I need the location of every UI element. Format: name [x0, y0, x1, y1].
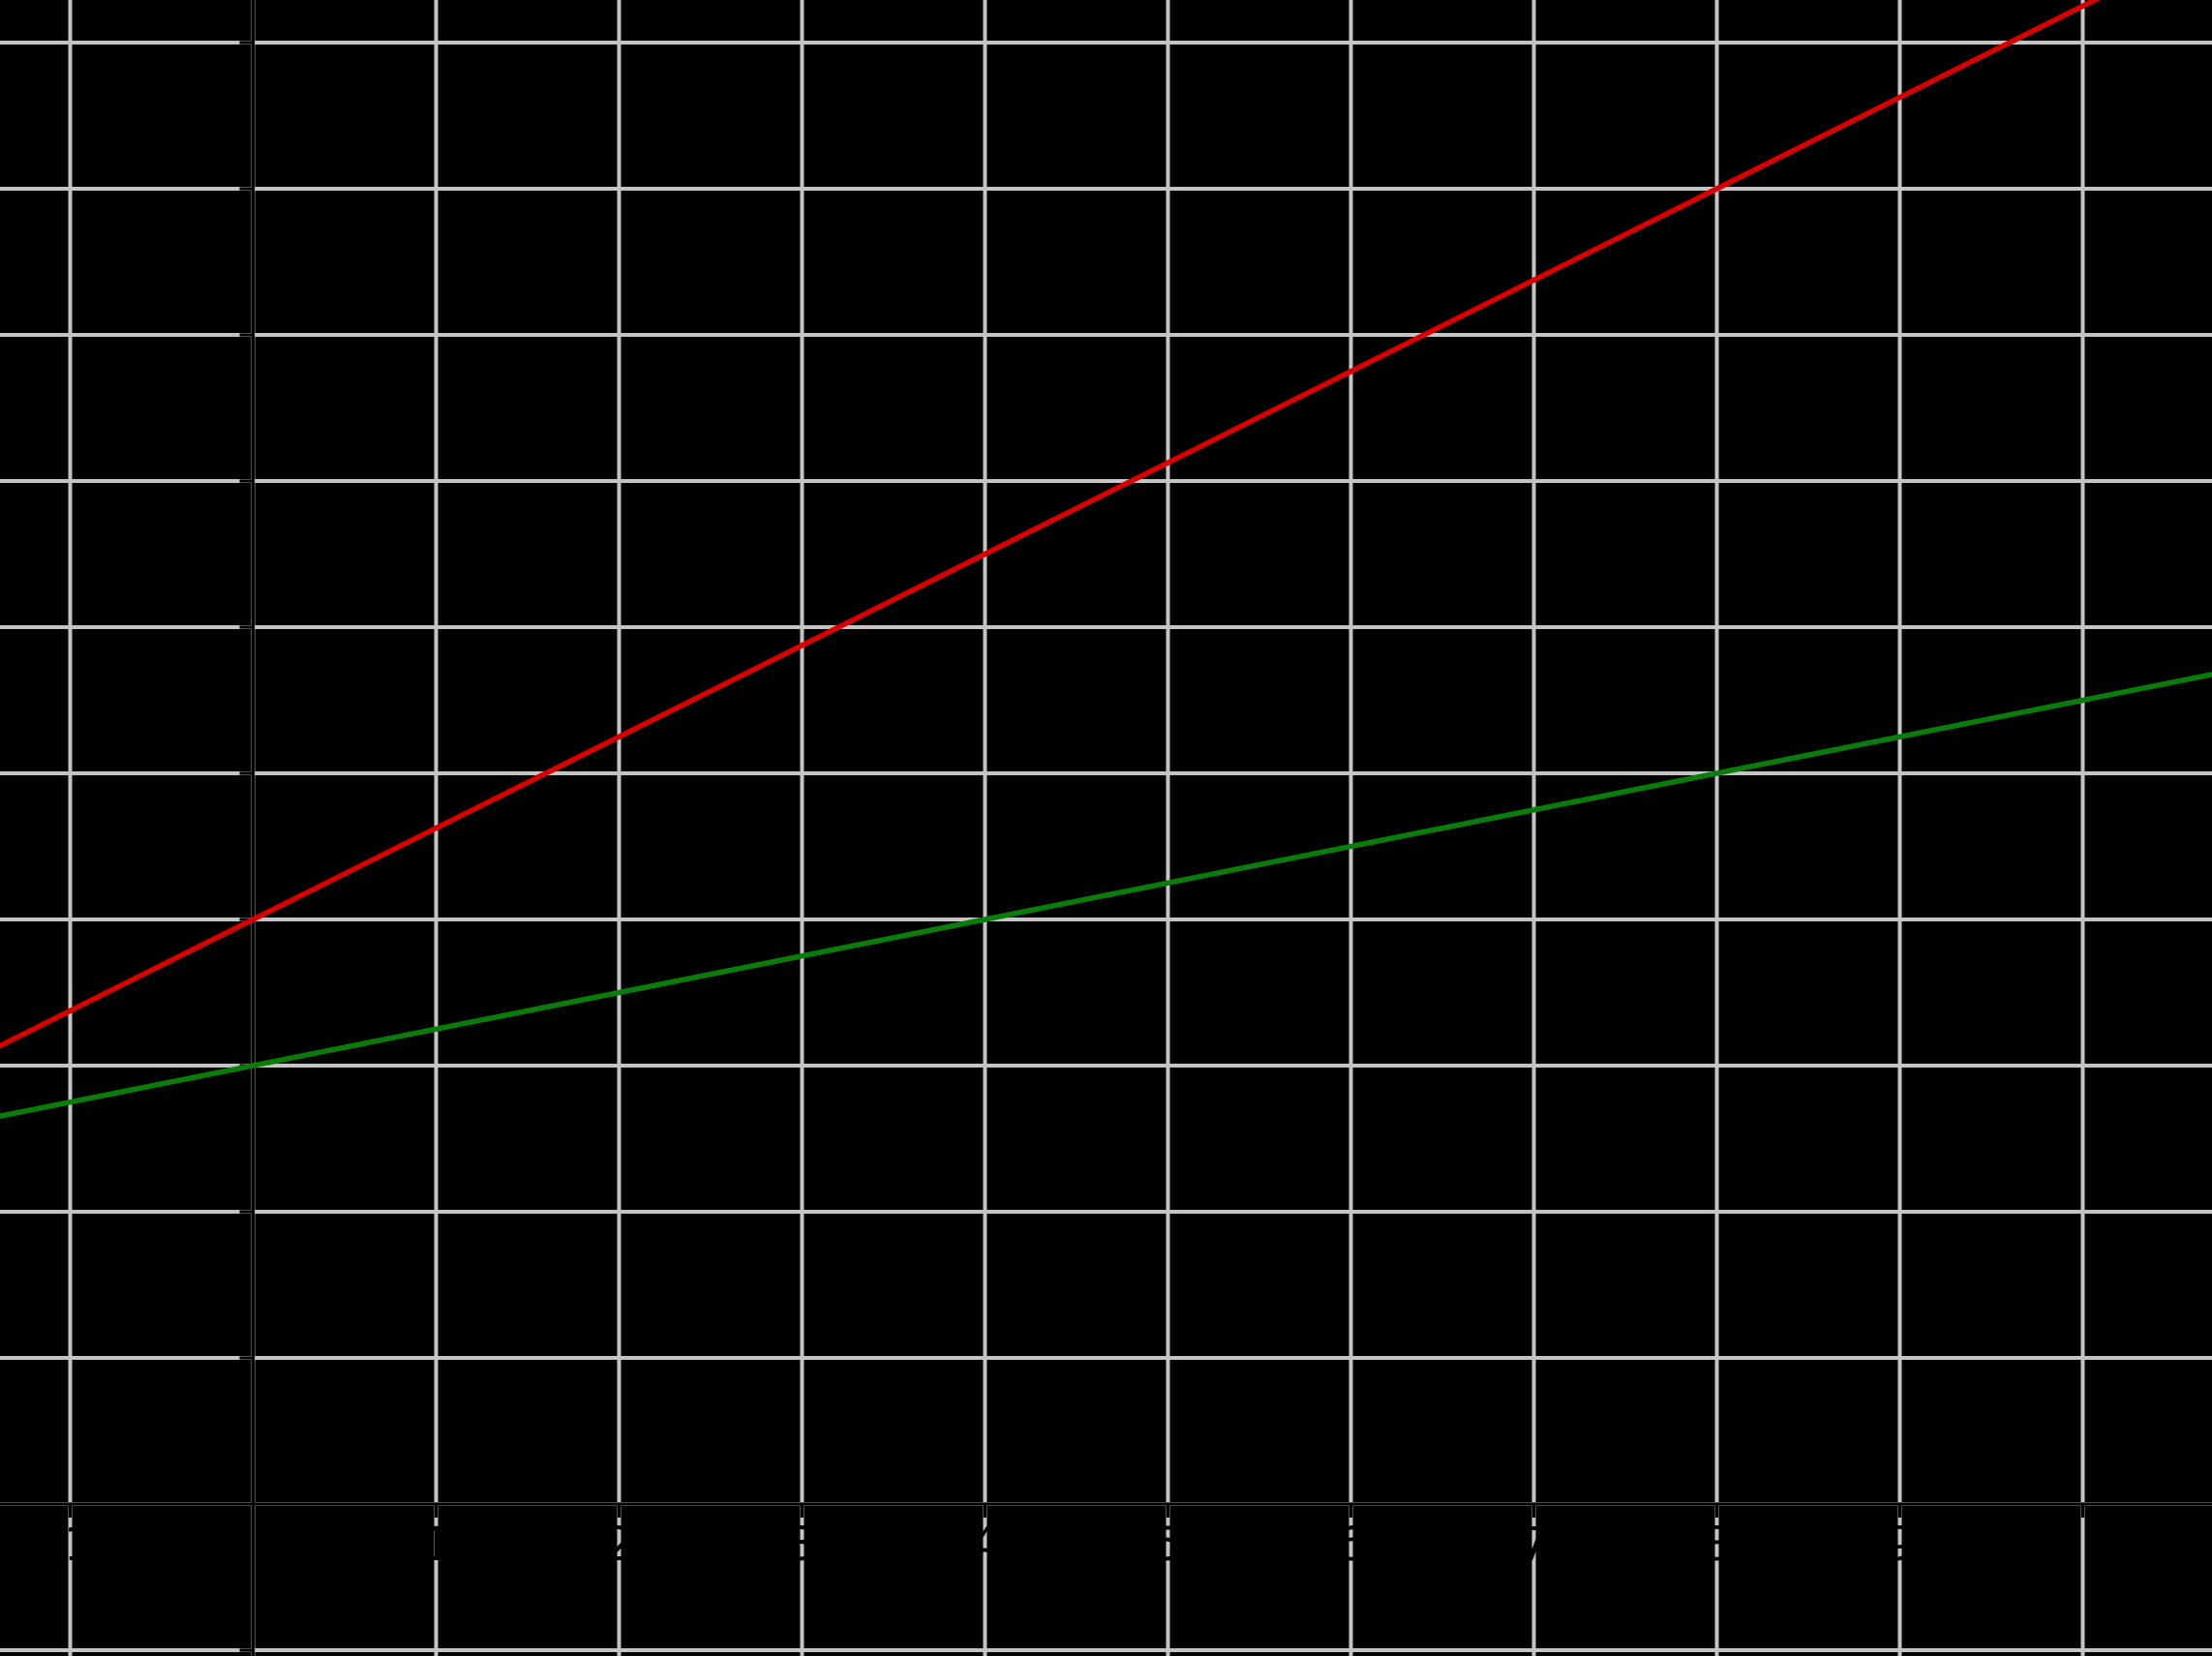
x-tick-label: 2: [604, 1518, 634, 1572]
x-tick-label: 6: [1336, 1518, 1366, 1572]
x-tick-label: 4: [970, 1518, 1000, 1572]
x-tick-label: 9: [1885, 1518, 1915, 1572]
x-tick-label: 1: [421, 1518, 451, 1572]
red-function-line: [0, 0, 2102, 1049]
x-tick-label: 8: [1702, 1518, 1732, 1572]
x-tick-label: 5: [1153, 1518, 1183, 1572]
green-function-line: [0, 672, 2212, 1119]
x-tick-label: -1: [47, 1518, 94, 1572]
origin-label: 0: [204, 1518, 234, 1572]
x-tick-label: 3: [787, 1518, 817, 1572]
x-tick-label: 7: [1519, 1518, 1549, 1572]
x-tick-label: 10: [2053, 1518, 2112, 1572]
